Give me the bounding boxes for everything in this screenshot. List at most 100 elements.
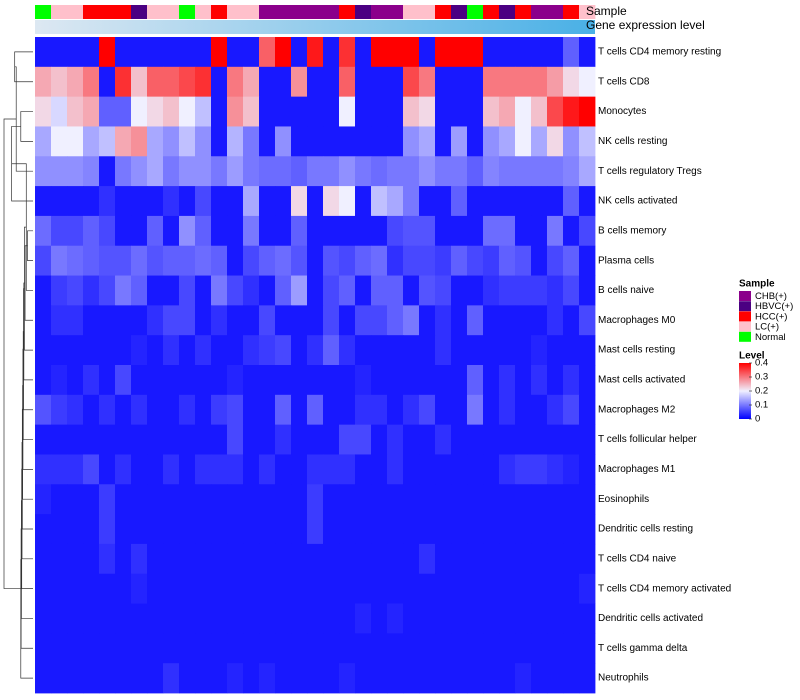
heatmap-cell: [163, 365, 180, 396]
heatmap-cell: [403, 514, 420, 545]
heatmap-cells: [35, 37, 596, 694]
heatmap-cell: [243, 633, 260, 664]
heatmap-cell: [195, 543, 212, 575]
sample-annotation-cell: [99, 5, 116, 19]
heatmap-cell: [259, 335, 276, 366]
heatmap-cell: [483, 335, 500, 366]
heatmap-cell: [371, 215, 388, 247]
heatmap-cell: [355, 454, 372, 485]
heatmap-cell: [323, 305, 340, 336]
heatmap-cell: [435, 514, 452, 545]
heatmap-cell: [579, 663, 596, 694]
heatmap-cell: [115, 424, 132, 455]
heatmap-cell: [163, 96, 180, 127]
heatmap-cell: [483, 573, 500, 604]
heatmap-cell: [83, 96, 100, 127]
dendrogram-branch: [22, 385, 33, 500]
sample-legend-title: Sample: [739, 279, 775, 290]
heatmap-cell: [579, 275, 596, 306]
heatmap-cell: [339, 573, 356, 604]
heatmap-cell: [547, 603, 564, 634]
heatmap-cell: [291, 424, 308, 455]
heatmap-cell: [339, 484, 356, 515]
heatmap-cell: [163, 573, 180, 604]
heatmap-cell: [387, 156, 404, 187]
heatmap-cell: [307, 543, 324, 575]
row-label: Neutrophils: [598, 673, 649, 684]
heatmap-cell: [211, 484, 228, 515]
heatmap-cell: [435, 424, 452, 455]
heatmap-cell: [307, 394, 324, 426]
heatmap-cell: [483, 96, 500, 127]
heatmap-cell: [291, 603, 308, 634]
heatmap-cell: [531, 215, 548, 247]
heatmap-cell: [579, 245, 596, 276]
heatmap-cell: [275, 633, 292, 664]
heatmap-cell: [51, 305, 68, 336]
heatmap-cell: [499, 37, 516, 68]
heatmap-cell: [307, 215, 324, 247]
sample-legend-swatch: [739, 311, 751, 322]
heatmap-cell: [179, 245, 196, 276]
heatmap-cell: [35, 394, 52, 426]
heatmap-cell: [563, 156, 580, 187]
heatmap-cell: [163, 514, 180, 545]
heatmap-cell: [307, 305, 324, 336]
heatmap-cell: [403, 633, 420, 664]
heatmap-cell: [51, 514, 68, 545]
heatmap-cell: [419, 66, 436, 98]
heatmap-cell: [67, 633, 84, 664]
heatmap-cell: [115, 305, 132, 336]
heatmap-cell: [547, 484, 564, 515]
heatmap-cell: [483, 603, 500, 634]
row-label: T cells CD8: [598, 76, 650, 87]
heatmap-cell: [323, 365, 340, 396]
dendrogram-branch: [21, 441, 33, 560]
heatmap-cell: [339, 215, 356, 247]
heatmap-cell: [131, 66, 148, 98]
heatmap-cell: [179, 156, 196, 187]
heatmap-cell: [531, 37, 548, 68]
heatmap-cell: [579, 96, 596, 127]
heatmap-cell: [195, 126, 212, 157]
heatmap-cell: [563, 37, 580, 68]
heatmap-cell: [563, 335, 580, 366]
heatmap-cell: [419, 633, 436, 664]
heatmap-cell: [147, 37, 164, 68]
heatmap-cell: [147, 454, 164, 485]
heatmap-cell: [195, 186, 212, 217]
heatmap-cell: [531, 454, 548, 485]
heatmap-cell: [211, 573, 228, 604]
heatmap-cell: [275, 365, 292, 396]
heatmap-cell: [67, 275, 84, 306]
heatmap-cell: [291, 335, 308, 366]
heatmap-cell: [563, 245, 580, 276]
heatmap-cell: [243, 186, 260, 217]
heatmap-cell: [259, 543, 276, 575]
heatmap-cell: [435, 394, 452, 426]
heatmap-cell: [147, 275, 164, 306]
heatmap-cell: [403, 305, 420, 336]
heatmap-cell: [35, 514, 52, 545]
heatmap-cell: [259, 156, 276, 187]
heatmap-cell: [67, 335, 84, 366]
heatmap-cell: [355, 126, 372, 157]
legend: Sample CHB(+)HBVC(+)HCC(+)LC(+)Normal Le…: [739, 279, 793, 425]
heatmap-cell: [499, 365, 516, 396]
heatmap-cell: [339, 186, 356, 217]
heatmap-cell: [83, 514, 100, 545]
sample-annotation-cell: [163, 5, 180, 19]
heatmap-cell: [323, 186, 340, 217]
heatmap-cell: [435, 245, 452, 276]
heatmap-cell: [259, 514, 276, 545]
heatmap-cell: [115, 245, 132, 276]
heatmap-cell: [163, 335, 180, 366]
heatmap-cell: [563, 514, 580, 545]
heatmap-cell: [467, 424, 484, 455]
heatmap-cell: [51, 484, 68, 515]
heatmap-cell: [387, 365, 404, 396]
heatmap-cell: [515, 275, 532, 306]
heatmap-cell: [35, 543, 52, 575]
heatmap-cell: [371, 543, 388, 575]
dendrogram-branch: [11, 163, 33, 291]
